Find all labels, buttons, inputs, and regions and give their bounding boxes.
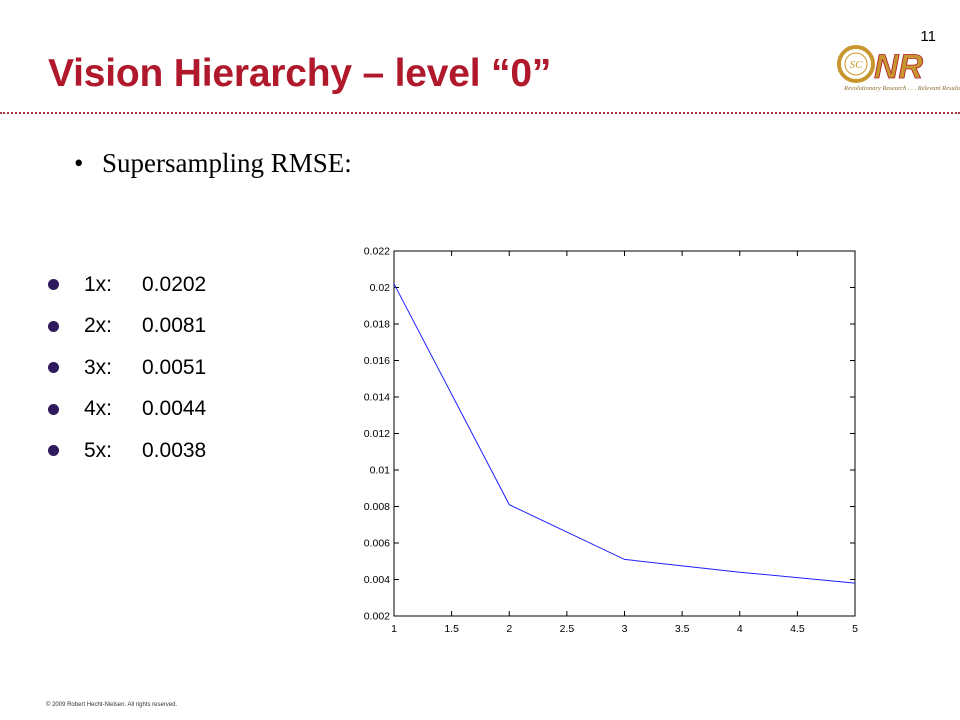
rmse-line-chart: 0.002 0.004 0.006 0.008 0.01 0.012 0.014 0.016 0…	[364, 246, 858, 636]
rmse-value: 0.0202	[142, 272, 207, 296]
list-item: 1x: 0.0202	[48, 264, 206, 306]
x-tick-label: 4	[737, 623, 743, 635]
x-tick-label: 4.5	[790, 623, 805, 635]
x-tick-label: 2.5	[560, 623, 575, 635]
y-tick-label: 0.004	[364, 574, 390, 586]
logo-tagline: Revolutionary Research . . . Relevant Re…	[844, 85, 960, 92]
list-item: 5x: 0.0038	[48, 430, 206, 472]
sampling-multiplier: 3x:	[84, 355, 113, 379]
y-tick-label: 0.018	[364, 319, 390, 331]
x-tick-label: 3	[622, 623, 628, 635]
svg-text:NR: NR	[874, 48, 924, 86]
y-tick-label: 0.016	[364, 355, 390, 367]
title-divider	[0, 112, 960, 114]
bullet-marker: •	[74, 148, 84, 178]
bullet-dot-icon	[48, 279, 59, 291]
y-tick-label: 0.006	[364, 538, 390, 550]
main-bullet: • Supersampling RMSE:	[74, 148, 352, 179]
svg-text:SC: SC	[850, 59, 864, 71]
bullet-dot-icon	[48, 445, 59, 457]
rmse-value: 0.0081	[142, 314, 207, 338]
slide-title: Vision Hierarchy – level “0”	[48, 52, 552, 95]
rmse-value: 0.0051	[142, 355, 207, 379]
rmse-value: 0.0044	[142, 397, 207, 421]
series-line	[393, 283, 856, 584]
y-tick-label: 0.012	[364, 428, 390, 440]
sampling-multiplier: 1x:	[84, 272, 113, 296]
y-tick-label: 0.014	[364, 392, 390, 404]
list-item: 4x: 0.0044	[48, 389, 206, 431]
y-tick-label: 0.01	[370, 465, 391, 477]
y-tick-label: 0.022	[364, 246, 390, 258]
list-item: 2x: 0.0081	[48, 306, 206, 348]
plot-frame	[393, 250, 856, 617]
list-item: 3x: 0.0051	[48, 347, 206, 389]
x-tick-label: 1.5	[444, 623, 459, 635]
y-tick-label: 0.002	[364, 611, 390, 623]
y-tick-label: 0.008	[364, 501, 390, 513]
rmse-value: 0.0038	[142, 438, 207, 462]
bullet-dot-icon	[48, 403, 59, 415]
bullet-dot-icon	[48, 320, 59, 332]
x-tick-label: 1	[391, 623, 397, 635]
y-tick-label: 0.02	[370, 282, 391, 294]
sampling-multiplier: 2x:	[84, 314, 113, 338]
bullet-dot-icon	[48, 362, 59, 374]
onr-logo: SC NR Revolutionary Research . . . Relev…	[836, 44, 960, 102]
rmse-list: 1x: 0.0202 2x: 0.0081 3x: 0.0051 4x: 0.0044 …	[48, 264, 206, 472]
x-tick-label: 3.5	[675, 623, 690, 635]
page-number: 11	[920, 28, 936, 45]
main-bullet-text: Supersampling RMSE:	[102, 148, 352, 178]
copyright-footer: © 2009 Robert Hecht-Nielsen. All rights …	[46, 702, 178, 708]
sampling-multiplier: 4x:	[84, 397, 113, 421]
x-tick-label: 5	[852, 623, 858, 635]
onr-logo-mark: SC NR	[837, 45, 924, 86]
x-tick-label: 2	[506, 623, 512, 635]
sampling-multiplier: 5x:	[84, 438, 113, 462]
